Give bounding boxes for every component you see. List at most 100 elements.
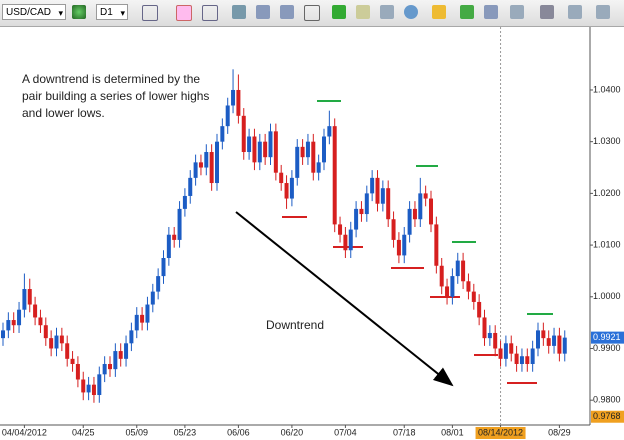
candle-body (6, 320, 11, 331)
indicator-icon[interactable] (256, 5, 270, 19)
y-tick-label: 0.9900 (593, 343, 621, 353)
candle-body (268, 131, 273, 158)
candle-body (391, 219, 396, 240)
candle-body (236, 89, 241, 116)
candle-body (327, 126, 332, 137)
zoom-icon[interactable] (304, 5, 320, 21)
candle-body (477, 301, 482, 318)
tool-icon[interactable] (356, 5, 370, 19)
candle-body (193, 162, 198, 178)
candle-body (198, 162, 203, 168)
candle-body (134, 314, 139, 331)
candle-body (225, 105, 230, 127)
x-tick-label: 07/18 (393, 427, 416, 437)
candle-body (402, 234, 407, 256)
window-icon[interactable] (202, 5, 218, 21)
lower-lows (282, 216, 537, 384)
y-tick-label: 1.0000 (593, 291, 621, 301)
x-tick-label: 08/14/2012 (478, 427, 523, 437)
indicator-icon[interactable] (280, 5, 294, 19)
candle-body (75, 363, 80, 380)
candle-body (65, 343, 70, 359)
candle-body (247, 136, 252, 153)
tool-icon[interactable] (484, 5, 498, 19)
candle-body (322, 136, 326, 163)
pencil-icon[interactable] (432, 5, 446, 19)
candle-body (231, 89, 236, 106)
candle-body (359, 208, 364, 215)
symbol-dropdown[interactable]: USD/CAD (2, 4, 66, 21)
tool-icon[interactable] (568, 5, 582, 19)
candle-body (343, 234, 348, 251)
plot-area (0, 27, 590, 425)
crosshair-y-box (591, 410, 624, 423)
candle-body (289, 177, 294, 199)
tool-icon[interactable] (510, 5, 524, 19)
x-tick-label: 08/01 (441, 427, 464, 437)
indicator-icon[interactable] (232, 5, 246, 19)
y-tick-label: 0.9800 (593, 395, 621, 405)
candle-body (354, 208, 359, 230)
candle-body (156, 276, 161, 292)
candle-body (338, 224, 343, 235)
tool-icon[interactable] (540, 5, 554, 19)
candle-body (525, 356, 530, 364)
candle-body (509, 343, 514, 354)
candle-body (59, 335, 64, 344)
candle-body (102, 363, 107, 375)
timeframe-dropdown[interactable]: D1 (96, 4, 128, 21)
tool-icon[interactable] (596, 5, 610, 19)
candle-body (118, 351, 123, 359)
candle-body (498, 348, 503, 359)
candle-body (17, 309, 22, 326)
candle-body (91, 384, 96, 396)
template-icon[interactable] (176, 5, 192, 21)
candle-body (27, 289, 32, 305)
candle-body (386, 188, 391, 220)
candle-body (503, 343, 508, 359)
candle-body (541, 330, 546, 339)
scroll-icon[interactable] (332, 5, 346, 19)
candle-body (70, 358, 75, 364)
candle-body (86, 384, 91, 393)
candle-body (182, 195, 187, 209)
candle-body (279, 172, 284, 184)
candle-body (418, 193, 423, 220)
x-tick-label: 05/23 (174, 427, 197, 437)
candle-body (54, 335, 59, 349)
candle-body (552, 335, 557, 346)
globe-icon[interactable] (404, 5, 418, 19)
candle-body (482, 317, 487, 339)
crosshair-x-box (475, 427, 526, 439)
tool-icon[interactable] (460, 5, 474, 19)
candle-body (412, 208, 417, 220)
status-icon[interactable] (72, 5, 86, 19)
candle-body (273, 131, 278, 173)
candle-body (38, 317, 43, 326)
candle-body (396, 239, 401, 256)
chart-icon[interactable] (142, 5, 158, 21)
tool-icon[interactable] (380, 5, 394, 19)
candle-body (215, 141, 219, 184)
candle-body (81, 379, 86, 393)
candle-body (140, 314, 145, 323)
x-tick-label: 05/09 (125, 427, 148, 437)
candle-body (305, 141, 310, 158)
candle-body (348, 229, 353, 251)
candle-body (450, 276, 455, 297)
annotation-text: and lower lows. (22, 106, 105, 120)
candle-body (546, 338, 551, 346)
candle-body (536, 330, 540, 349)
candle-body (471, 291, 476, 302)
annotation-text: pair building a series of lower highs (22, 89, 209, 103)
annotation-text: A downtrend is determined by the (22, 72, 200, 86)
y-tick-label: 1.0100 (593, 239, 621, 249)
candle-body (161, 258, 166, 277)
candle-body (370, 177, 375, 194)
candle-body (241, 115, 246, 153)
y-tick-label: 1.0300 (593, 136, 621, 146)
candle-body (49, 338, 54, 349)
candle-body (557, 335, 562, 354)
candle-body (295, 146, 300, 178)
last-price-box (591, 331, 624, 344)
